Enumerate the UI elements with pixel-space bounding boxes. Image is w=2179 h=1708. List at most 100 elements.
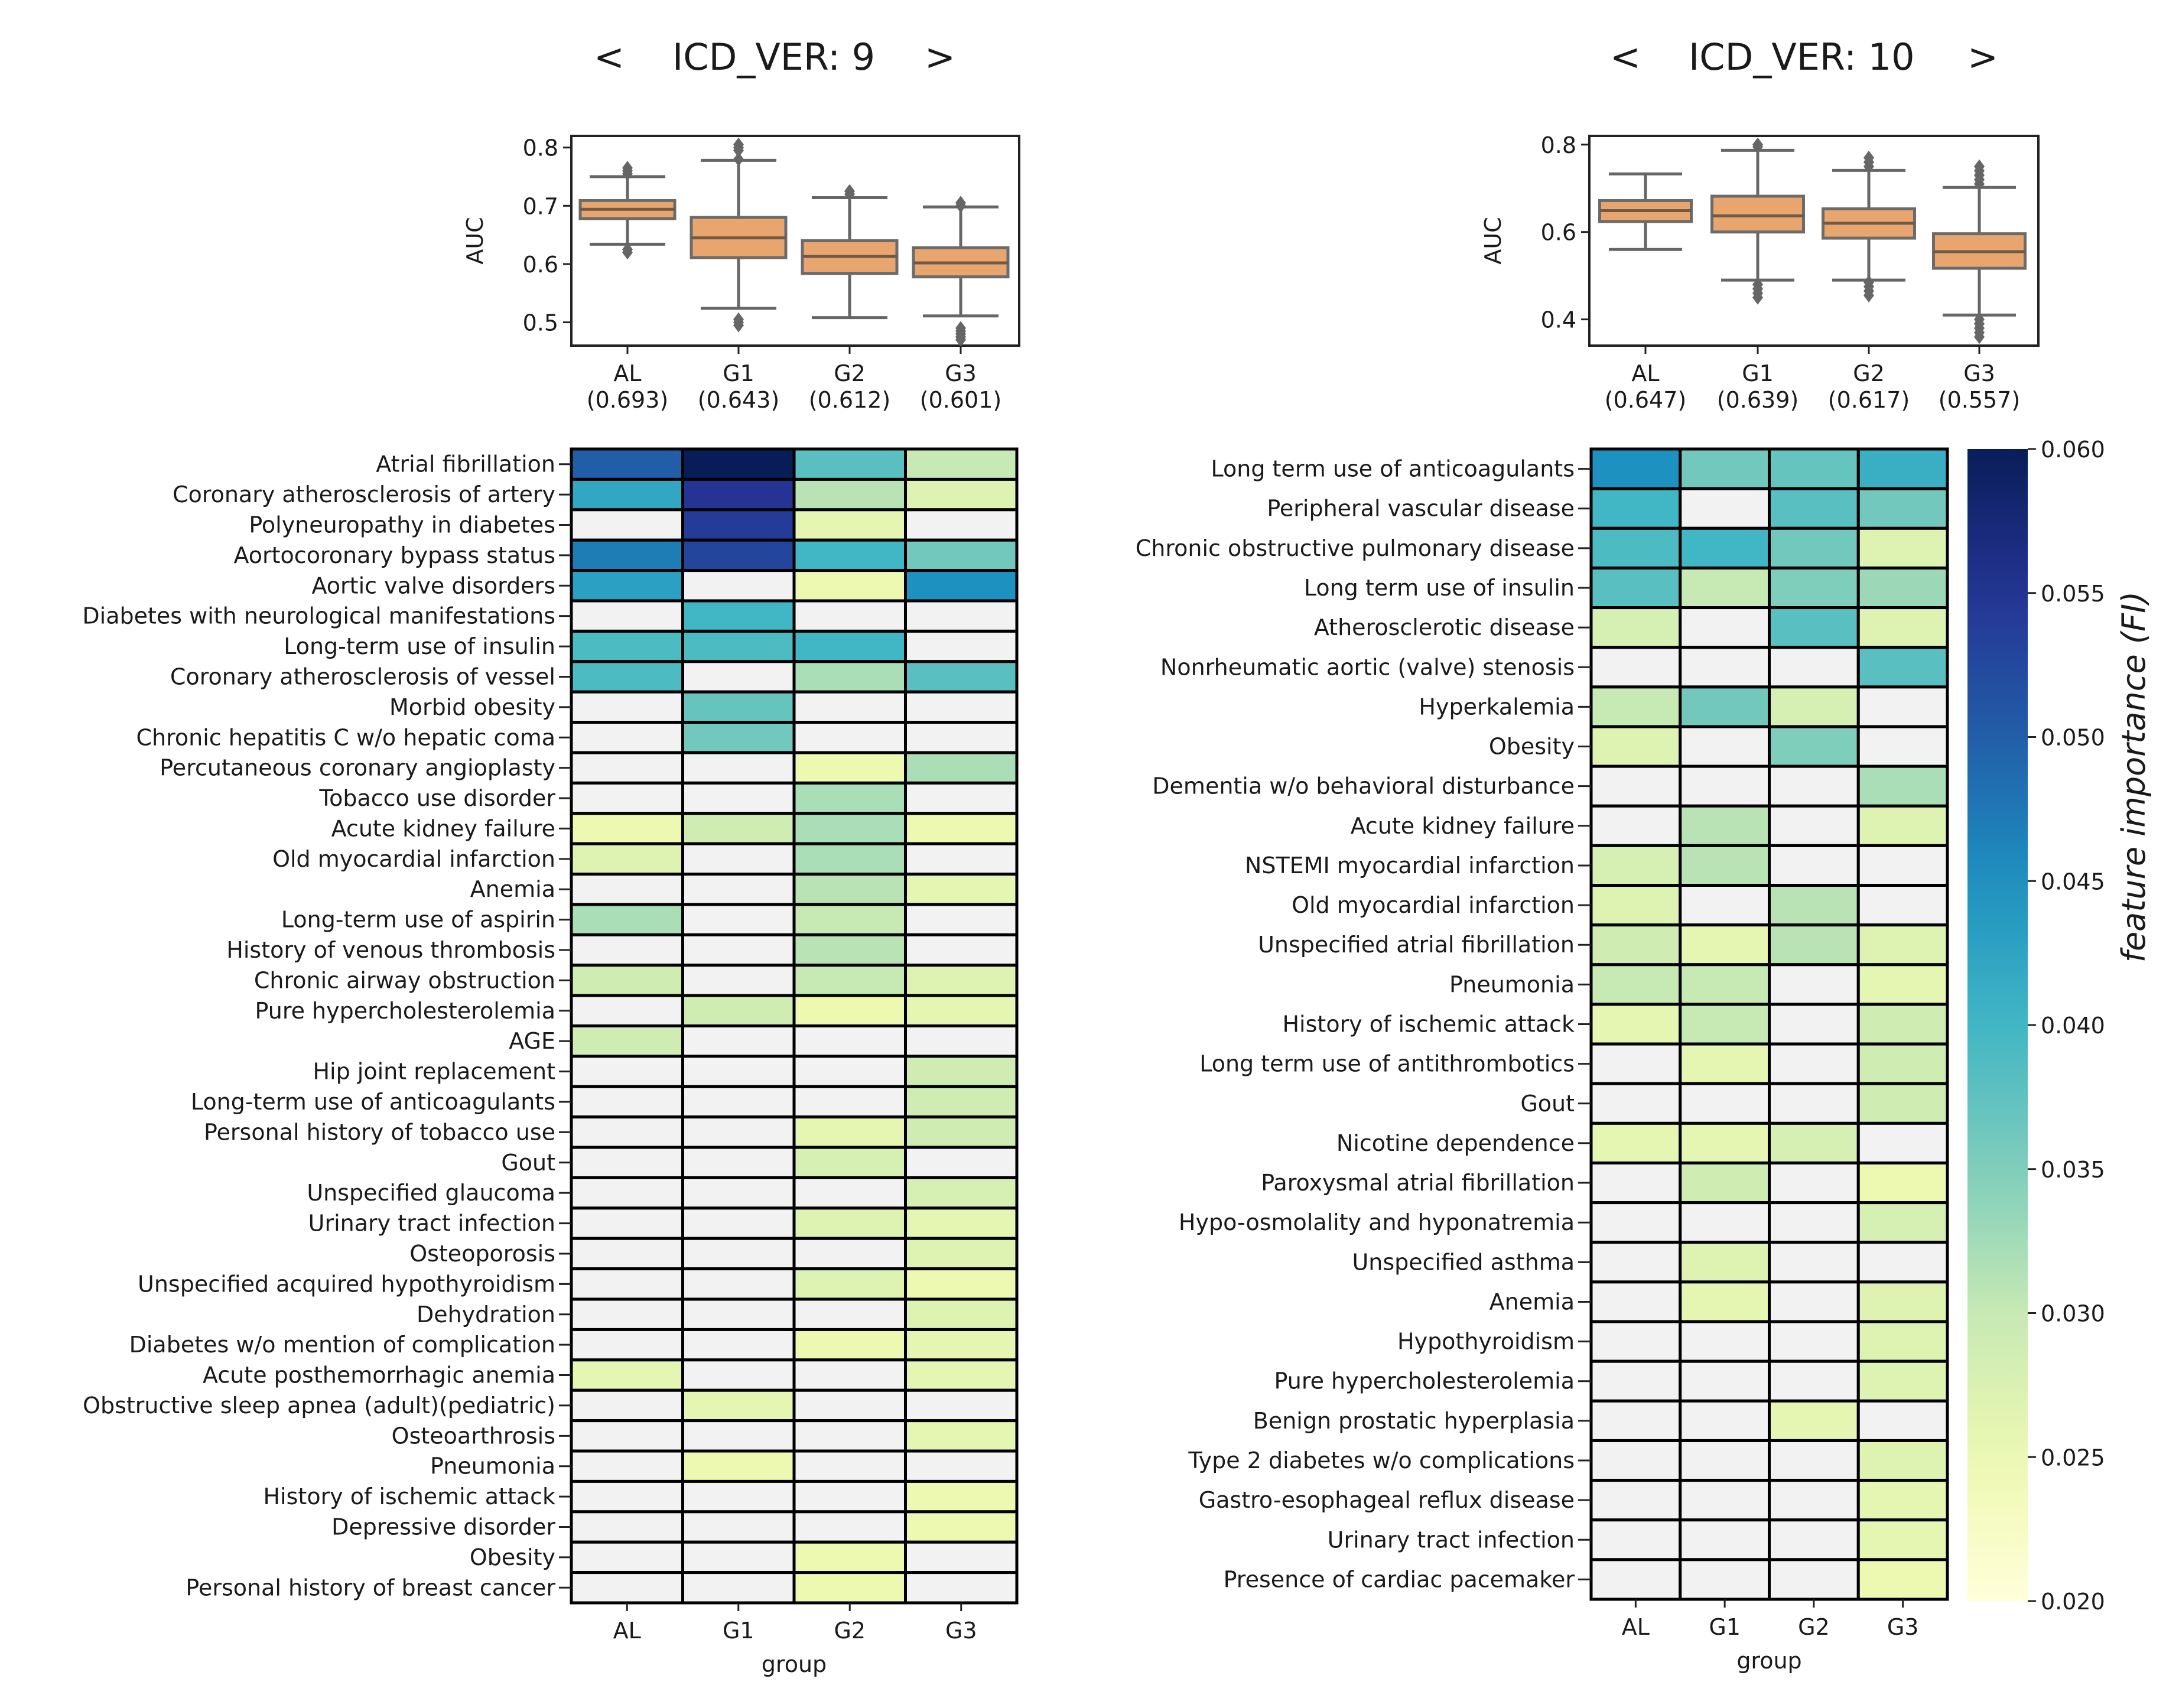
icd10-heatmap-cell [1679,1399,1771,1442]
icd9-col-label: G3 [945,1618,977,1644]
icd10-heatmap-cell [1856,1201,1949,1244]
icd10-heatmap-cell [1589,526,1682,570]
icd9-heatmap-cell [570,1085,684,1119]
icd10-col-label: AL [1622,1614,1650,1640]
icd10-heatmap-cell [1679,685,1771,728]
icd10-heatmap-cell [1768,1518,1860,1561]
icd9-heatmap-cell [681,964,796,997]
icd10-xtick-mean-label: (0.647) [1605,387,1686,413]
icd10-heatmap-cell [1856,646,1949,689]
icd9-row-label: Diabetes w/o mention of complication [129,1332,555,1358]
icd9-heatmap-cell [792,477,907,512]
icd10-xtick-mean-label: (0.617) [1828,387,1910,413]
icd10-heatmap-cell [1856,804,1949,847]
icd10-heatmap-cell [1679,1518,1771,1561]
icd9-heatmap-cell [570,1267,684,1301]
icd10-xtick-mean-label: (0.557) [1939,387,2020,413]
icd9-heatmap-cell [792,690,907,724]
icd9-heatmap-cell [570,964,684,997]
icd9-heatmap-cell [792,1358,907,1392]
icd9-heatmap-cell [570,1206,684,1240]
icd9-heatmap-cell [904,690,1019,724]
icd9-row-label: Aortic valve disorders [311,572,555,598]
icd9-heatmap-cell [792,1328,907,1362]
outlier-point [1974,312,1985,327]
outlier-point [1752,137,1763,152]
icd9-heatmap-cell [904,1571,1019,1605]
icd9-heatmap-cell [681,508,796,542]
icd9-heatmap-cell [792,1510,907,1544]
icd9-heatmap-cell [570,1237,684,1271]
icd10-heatmap-cell [1768,1558,1860,1601]
icd9-heatmap-cell [570,1358,684,1392]
icd10-heatmap-cell [1679,804,1771,847]
icd9-heatmap-cell [681,1419,796,1453]
icd10-heatmap-cell [1856,487,1949,530]
icd10-heatmap-cell [1768,725,1860,768]
icd10-row-label: Dementia w/o behavioral disturbance [1152,773,1575,799]
colorbar-label: feature importance (FI) [2115,591,2152,962]
outlier-point [733,152,744,167]
icd10-heatmap-cell [1768,1161,1860,1205]
icd9-heatmap-cell [570,1055,684,1088]
icd10-heatmap-cell [1679,1359,1771,1403]
icd9-heatmap-cell [570,508,684,542]
icd10-box-G2 [1822,150,1916,302]
icd10-heatmap-cell [1679,526,1771,570]
icd10-heatmap-cell [1856,1280,1949,1323]
icd9-heatmap-cell [570,781,684,815]
colorbar-tick-label: 0.020 [2041,1589,2105,1615]
icd10-heatmap-cell [1589,646,1682,689]
icd9-heatmap-cell [570,599,684,633]
icd10-heatmap-cell [1768,844,1860,887]
icd9-row-label: Long-term use of anticoagulants [191,1089,555,1115]
icd10-heatmap-cell [1679,566,1771,610]
icd9-prev-button[interactable]: < [594,35,625,79]
icd9-heatmap-cell [904,873,1019,906]
colorbar-tick-label: 0.040 [2041,1013,2105,1039]
icd10-heatmap-cell [1589,1042,1682,1085]
icd10-box-AL [1598,172,1693,251]
icd9-heatmap-cell [904,1388,1019,1423]
icd10-heatmap-cell [1856,764,1949,808]
icd9-heatmap-cell [681,1024,796,1058]
icd9-heatmap-cell [681,1146,796,1179]
icd10-heatmap-cell [1856,1320,1949,1363]
icd10-row-label: Benign prostatic hyperplasia [1253,1408,1575,1434]
icd9-heatmap-cell [792,1267,907,1301]
icd9-heatmap-cell [792,599,907,633]
icd9-heatmap-cell [681,873,796,906]
icd9-heatmap-cell [681,1449,796,1483]
icd9-row-label: Aortocoronary bypass status [233,542,555,568]
icd9-row-label: Pure hypercholesterolemia [255,998,555,1024]
icd9-xlabel: group [762,1651,827,1677]
icd9-heatmap-cell [681,1358,796,1392]
icd9-heatmap-cell [570,447,684,481]
icd10-row-label: NSTEMI myocardial infarction [1245,853,1575,879]
icd9-col-label: AL [613,1618,641,1644]
icd9-heatmap-cell [570,569,684,603]
icd10-heatmap-cell [1856,1399,1949,1442]
icd10-row-label: Unspecified atrial fibrillation [1258,932,1575,958]
icd10-heatmap-cell [1856,685,1949,728]
icd9-next-button[interactable]: > [925,35,955,79]
icd9-heatmap-cell [792,1540,907,1574]
icd10-heatmap-cell [1679,1161,1771,1205]
icd10-ytick-label: 0.8 [1541,132,1576,158]
icd10-panel-title: ICD_VER: 10 [1689,35,1915,79]
icd9-row-label: Tobacco use disorder [318,785,555,811]
icd9-row-label: Polyneuropathy in diabetes [249,512,555,538]
icd10-heatmap-cell [1768,1439,1860,1482]
icd9-xtick-label: AL [613,360,641,386]
icd10-heatmap-cell [1856,1003,1949,1046]
icd10-prev-button[interactable]: < [1610,35,1641,79]
icd10-heatmap-cell [1679,725,1771,768]
icd10-heatmap-cell [1589,1003,1682,1046]
icd10-heatmap-cell [1768,566,1860,610]
icd10-heatmap-cell [1589,1479,1682,1522]
icd9-heatmap-cell [792,842,907,876]
icd10-row-label: Long term use of anticoagulants [1211,456,1575,482]
icd9-heatmap-cell [570,1419,684,1453]
icd10-heatmap-cell [1589,725,1682,768]
icd10-next-button[interactable]: > [1967,35,1998,79]
